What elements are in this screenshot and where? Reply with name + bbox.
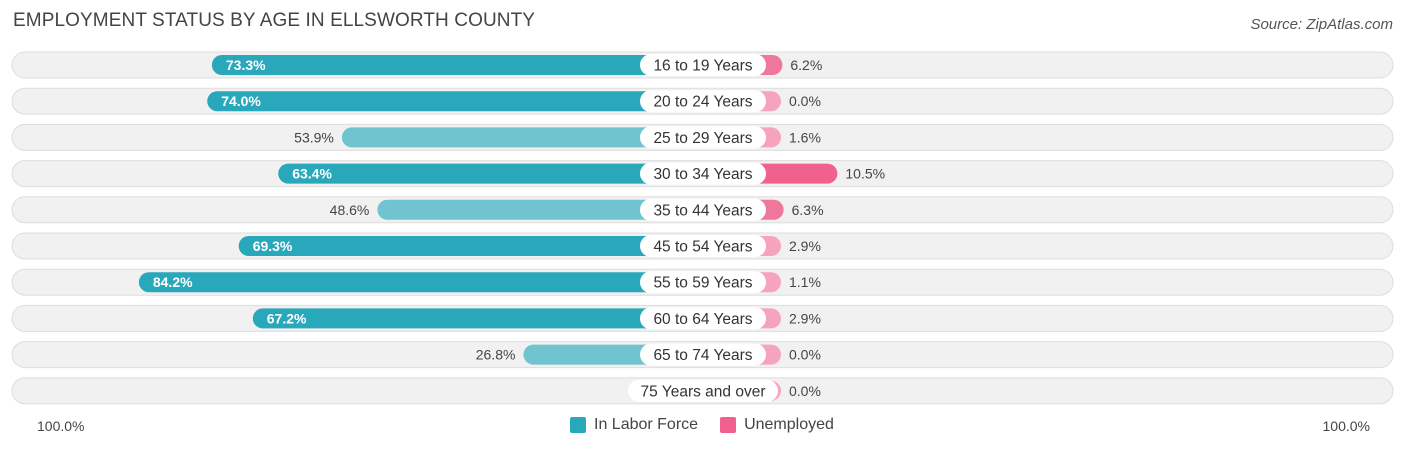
category-label: 25 to 29 Years xyxy=(653,130,752,147)
source-note: Source: ZipAtlas.com xyxy=(1250,16,1393,33)
labor-value-label: 53.9% xyxy=(294,129,334,145)
category-pill xyxy=(640,235,766,257)
labor-value-label: 48.6% xyxy=(330,202,370,218)
labor-value-label: 67.2% xyxy=(267,310,307,326)
category-label: 20 to 24 Years xyxy=(653,94,752,111)
category-label: 75 Years and over xyxy=(641,383,766,400)
labor-value-label: 74.0% xyxy=(221,93,261,109)
category-pill xyxy=(628,379,778,402)
labor-bar xyxy=(138,272,704,293)
category-label: 55 to 59 Years xyxy=(653,275,752,292)
labor-value-label: 69.3% xyxy=(253,238,293,254)
unemployed-value-label: 10.5% xyxy=(845,166,885,182)
legend-label-unemployed: Unemployed xyxy=(744,416,834,433)
labor-value-label: 84.2% xyxy=(153,274,193,290)
axis-left-label: 100.0% xyxy=(37,418,85,434)
legend: In Labor Force Unemployed xyxy=(570,416,834,434)
unemployed-value-label: 2.9% xyxy=(789,238,821,254)
legend-item-unemployed: Unemployed xyxy=(720,416,834,434)
unemployed-value-label: 0.0% xyxy=(789,347,821,363)
unemployed-value-label: 2.9% xyxy=(789,310,821,326)
category-pill xyxy=(640,54,766,76)
unemployed-value-label: 0.0% xyxy=(789,93,821,109)
unemployed-value-label: 0.0% xyxy=(789,383,821,399)
labor-bar xyxy=(278,163,703,184)
labor-bar xyxy=(211,55,703,75)
labor-bar xyxy=(377,199,703,220)
legend-swatch-unemployed xyxy=(720,417,737,433)
labor-bar xyxy=(238,236,703,256)
category-label: 60 to 64 Years xyxy=(653,311,752,328)
category-pill xyxy=(640,126,766,149)
labor-value-label: 73.3% xyxy=(226,57,266,73)
category-pill xyxy=(640,307,766,330)
category-pill xyxy=(640,162,766,185)
category-label: 45 to 54 Years xyxy=(653,239,752,256)
unemployed-value-label: 1.6% xyxy=(789,129,821,145)
labor-bar xyxy=(341,127,703,148)
legend-item-labor: In Labor Force xyxy=(570,416,698,434)
category-pill xyxy=(640,198,766,221)
unemployed-value-label: 1.1% xyxy=(789,274,821,290)
axis-right-label: 100.0% xyxy=(1322,418,1370,434)
chart-title: EMPLOYMENT STATUS BY AGE IN ELLSWORTH CO… xyxy=(13,10,536,31)
category-label: 16 to 19 Years xyxy=(653,58,752,75)
labor-bar xyxy=(252,308,703,329)
unemployed-value-label: 6.3% xyxy=(792,202,824,218)
legend-label-labor: In Labor Force xyxy=(594,416,699,433)
category-label: 30 to 34 Years xyxy=(653,166,752,183)
category-pill xyxy=(640,343,766,366)
labor-value-label: 63.4% xyxy=(292,166,332,182)
chart-canvas: 73.3% 6.2% 16 to 19 Years 74.0% 0.0% 20 to 24… xyxy=(11,51,1394,405)
category-label: 35 to 44 Years xyxy=(653,202,752,219)
category-pill xyxy=(640,90,766,113)
labor-value-label: 26.8% xyxy=(476,347,516,363)
category-pill xyxy=(640,271,766,294)
category-label: 65 to 74 Years xyxy=(653,347,752,364)
legend-swatch-labor xyxy=(570,417,586,433)
labor-bar xyxy=(207,91,703,112)
unemployed-value-label: 6.2% xyxy=(790,57,822,73)
